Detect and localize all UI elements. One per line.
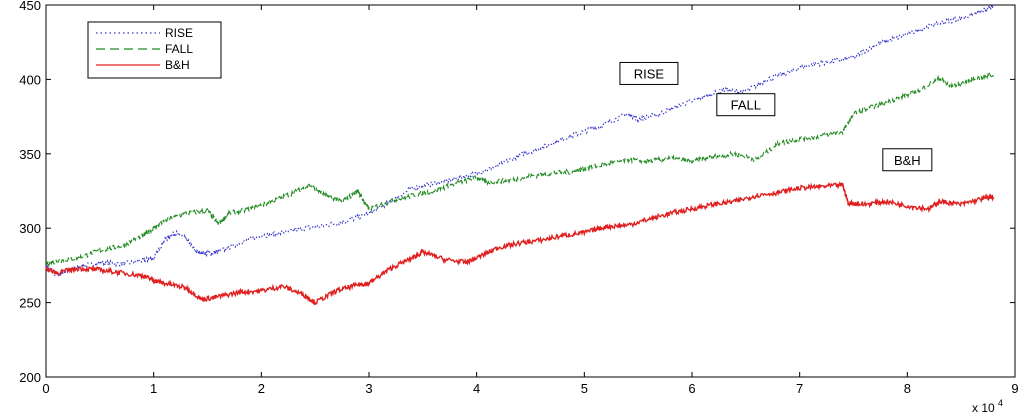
- x-tick-label: 6: [688, 381, 695, 396]
- legend-box: [87, 21, 222, 79]
- y-tick-label: 450: [19, 0, 41, 13]
- annotation-fall: FALL: [716, 93, 776, 117]
- x-tick-label: 4: [473, 381, 480, 396]
- annotation-rise: RISE: [619, 61, 679, 85]
- x-multiplier-label: x 10 4: [972, 398, 1003, 415]
- legend: RISE FALL B&H: [87, 21, 222, 79]
- legend-label-rise: RISE: [165, 26, 193, 40]
- legend-entry-bh: B&H: [96, 58, 190, 72]
- y-tick-label: 250: [19, 296, 41, 311]
- x-multiplier-base: x 10: [972, 401, 995, 415]
- annotations: RISE FALL B&H: [619, 61, 933, 172]
- annotation-box: [882, 148, 933, 172]
- x-tick-label: 2: [258, 381, 265, 396]
- legend-entry-rise: RISE: [96, 26, 193, 40]
- x-multiplier-exponent: 4: [998, 398, 1003, 408]
- series-line-b-h: [45, 181, 995, 306]
- y-axis: 200 250 300 350 400 450: [19, 0, 1015, 385]
- x-tick-label: 8: [904, 381, 911, 396]
- x-tick-label: 0: [42, 381, 49, 396]
- legend-label-bh: B&H: [165, 58, 190, 72]
- x-tick-label: 3: [365, 381, 372, 396]
- annotation-label: RISE: [634, 66, 665, 81]
- series-line-fall: [45, 71, 994, 267]
- y-tick-label: 200: [19, 370, 41, 385]
- x-tick-label: 5: [581, 381, 588, 396]
- annotation-label: FALL: [731, 98, 761, 113]
- y-tick-label: 350: [19, 147, 41, 162]
- x-tick-label: 1: [150, 381, 157, 396]
- y-tick-label: 400: [19, 72, 41, 87]
- legend-entry-fall: FALL: [96, 42, 193, 56]
- x-tick-label: 7: [796, 381, 803, 396]
- annotation-box: [619, 61, 679, 85]
- legend-label-fall: FALL: [165, 42, 193, 56]
- series-layer: [45, 4, 995, 306]
- annotation-box: [716, 93, 776, 117]
- x-axis: 0 1 2 3 4 5 6 7 8 9: [42, 5, 1019, 396]
- annotation-b-h: B&H: [882, 148, 933, 172]
- y-tick-label: 300: [19, 221, 41, 236]
- x-tick-label: 9: [1011, 381, 1018, 396]
- annotation-label: B&H: [894, 153, 921, 168]
